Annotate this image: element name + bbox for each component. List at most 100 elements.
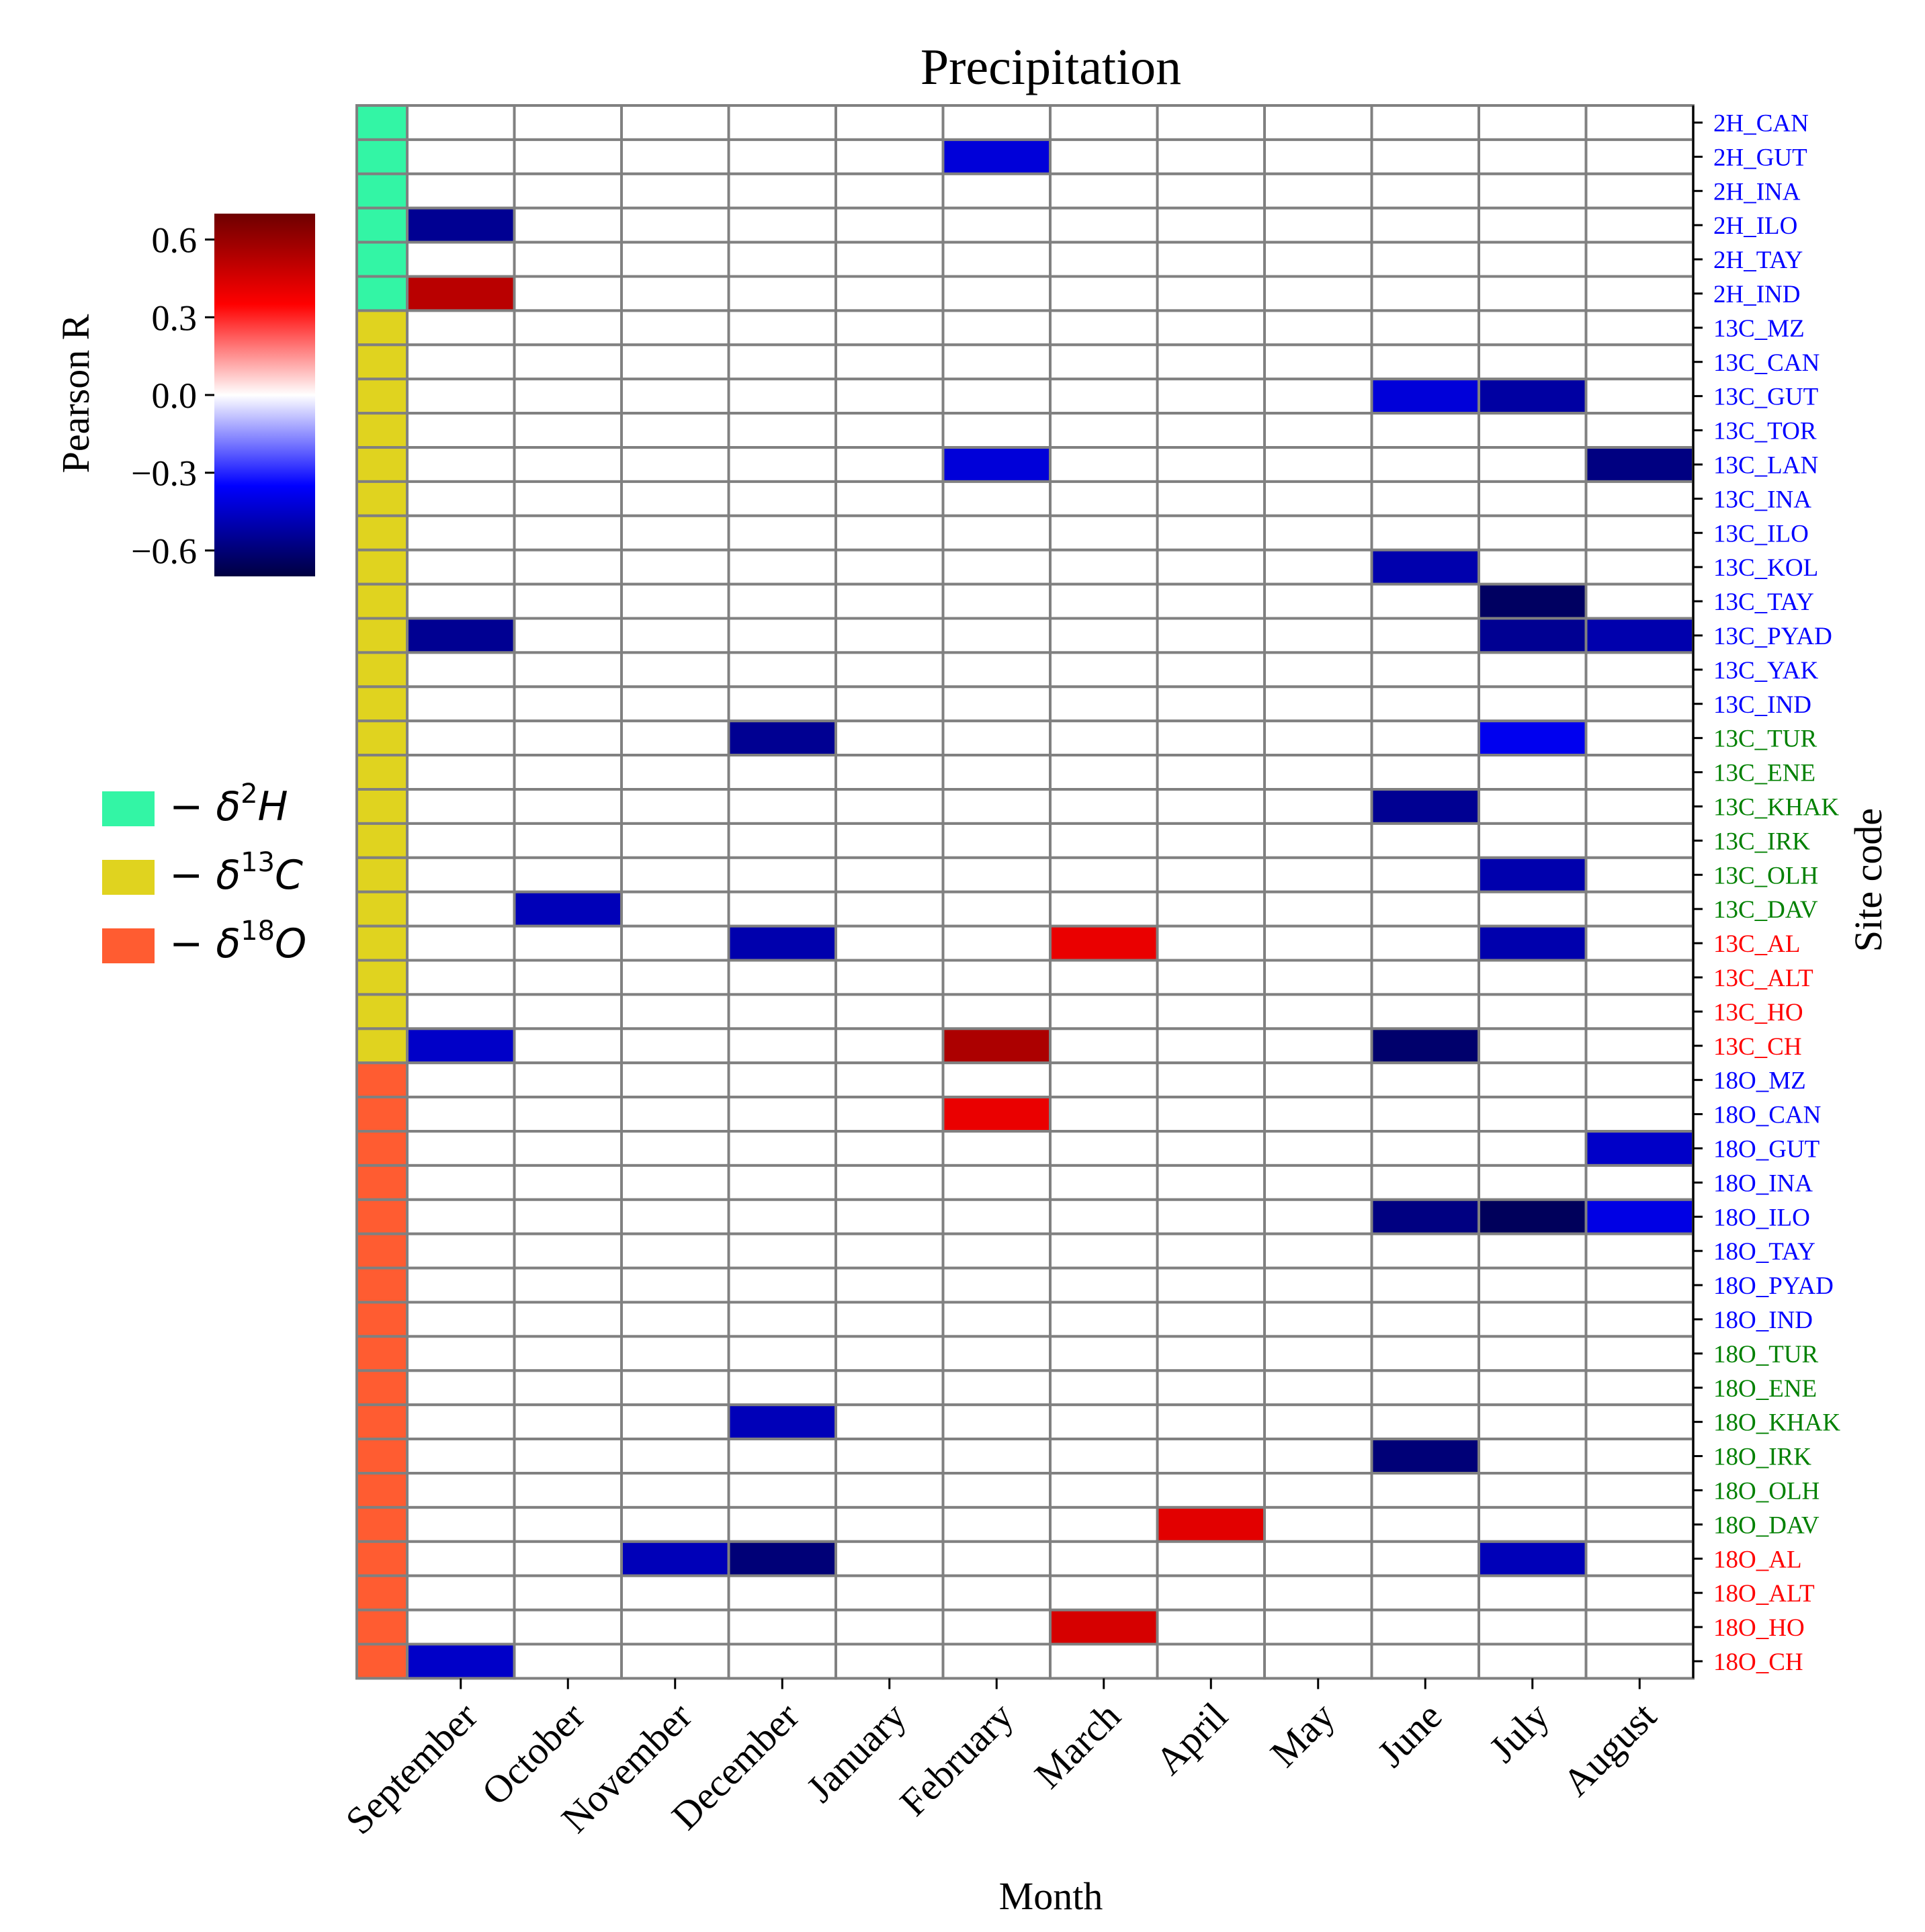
heatmap-cell bbox=[513, 822, 623, 859]
y-tick-label: 13C_DAV bbox=[1713, 896, 1818, 924]
heatmap-cell bbox=[406, 1642, 516, 1680]
heatmap-cell bbox=[941, 993, 1052, 1030]
group-strip-cell bbox=[355, 719, 409, 757]
heatmap-cell bbox=[1370, 104, 1480, 141]
heatmap-cell bbox=[835, 651, 945, 689]
x-tick-label: August bbox=[1554, 1694, 1664, 1804]
heatmap-cell bbox=[620, 1301, 730, 1338]
heatmap-cell bbox=[1478, 1505, 1588, 1543]
heatmap-cell bbox=[835, 1232, 945, 1270]
heatmap-cell bbox=[1156, 685, 1266, 723]
heatmap-cell bbox=[727, 582, 837, 620]
heatmap-cell bbox=[727, 514, 837, 552]
heatmap-cell bbox=[835, 719, 945, 757]
heatmap-cell bbox=[727, 1438, 837, 1475]
heatmap-cell bbox=[1584, 548, 1695, 586]
heatmap-cell bbox=[1156, 446, 1266, 483]
heatmap-cell bbox=[1370, 754, 1480, 791]
x-tick-label: September bbox=[337, 1694, 486, 1843]
heatmap-cell bbox=[513, 1540, 623, 1577]
heatmap-cell bbox=[1263, 1472, 1373, 1509]
heatmap-cell bbox=[1156, 822, 1266, 859]
heatmap-cell bbox=[1478, 412, 1588, 449]
heatmap-cell bbox=[1263, 548, 1373, 586]
heatmap-cell bbox=[1156, 856, 1266, 893]
heatmap-cell bbox=[941, 890, 1052, 928]
heatmap-cell bbox=[941, 240, 1052, 278]
heatmap-cell bbox=[1156, 1232, 1266, 1270]
heatmap-cell bbox=[620, 1505, 730, 1543]
heatmap-cell bbox=[941, 1266, 1052, 1304]
heatmap-cell bbox=[620, 240, 730, 278]
group-strip-cell bbox=[355, 446, 409, 483]
heatmap-cell bbox=[406, 1472, 516, 1509]
heatmap-cell bbox=[513, 240, 623, 278]
heatmap-cell bbox=[513, 788, 623, 825]
heatmap-cell bbox=[1049, 822, 1159, 859]
heatmap-cell bbox=[1049, 1608, 1159, 1646]
heatmap-cell bbox=[1263, 617, 1373, 654]
heatmap-cell bbox=[835, 514, 945, 552]
heatmap-cell bbox=[1263, 1027, 1373, 1065]
heatmap-cell bbox=[620, 754, 730, 791]
heatmap-cell bbox=[1478, 890, 1588, 928]
heatmap-cell bbox=[1156, 343, 1266, 381]
heatmap-cell bbox=[1584, 309, 1695, 347]
heatmap-cell bbox=[406, 378, 516, 415]
group-strip-cell bbox=[355, 582, 409, 620]
heatmap-cell bbox=[727, 1061, 837, 1099]
heatmap-cell bbox=[406, 719, 516, 757]
heatmap-cell bbox=[1478, 206, 1588, 244]
heatmap-cell bbox=[620, 1163, 730, 1201]
heatmap-cell bbox=[1156, 240, 1266, 278]
heatmap-cell bbox=[1263, 788, 1373, 825]
heatmap-cell bbox=[620, 993, 730, 1030]
heatmap-cell bbox=[1584, 1198, 1695, 1235]
heatmap-cell bbox=[406, 1335, 516, 1372]
heatmap-cell bbox=[620, 1574, 730, 1612]
group-strip-cell bbox=[355, 1061, 409, 1099]
heatmap-cell bbox=[513, 104, 623, 141]
heatmap-cell bbox=[620, 1472, 730, 1509]
heatmap-cell bbox=[941, 514, 1052, 552]
heatmap-cell bbox=[1370, 924, 1480, 962]
heatmap-cell bbox=[727, 1608, 837, 1646]
heatmap-cell bbox=[1156, 890, 1266, 928]
heatmap-cell bbox=[727, 719, 837, 757]
heatmap-cell bbox=[1584, 822, 1695, 859]
heatmap-cell bbox=[406, 548, 516, 586]
heatmap-cell bbox=[620, 343, 730, 381]
group-strip-cell bbox=[355, 754, 409, 791]
heatmap-cell bbox=[727, 754, 837, 791]
heatmap-cell bbox=[620, 582, 730, 620]
heatmap-cell bbox=[513, 1096, 623, 1133]
group-strip-cell bbox=[355, 1027, 409, 1065]
heatmap-cell bbox=[941, 1369, 1052, 1407]
group-strip-cell bbox=[355, 412, 409, 449]
heatmap-cell bbox=[941, 1403, 1052, 1441]
heatmap-cell bbox=[727, 1027, 837, 1065]
heatmap-cell bbox=[727, 1369, 837, 1407]
y-tick-label: 13C_IND bbox=[1713, 691, 1811, 719]
heatmap-cell bbox=[1584, 1505, 1695, 1543]
y-tick-label: 18O_PYAD bbox=[1713, 1272, 1834, 1300]
heatmap-cell bbox=[513, 548, 623, 586]
heatmap-cell bbox=[1478, 480, 1588, 517]
heatmap-cell bbox=[620, 1198, 730, 1235]
colorbar-tick-label: 0.0 bbox=[152, 376, 198, 416]
heatmap-cell bbox=[513, 754, 623, 791]
group-strip-cell bbox=[355, 1403, 409, 1441]
heatmap-cell bbox=[406, 959, 516, 996]
y-tick-label: 18O_ENE bbox=[1713, 1375, 1817, 1403]
group-strip-cell bbox=[355, 1266, 409, 1304]
heatmap-cell bbox=[1156, 788, 1266, 825]
group-strip-cell bbox=[355, 1130, 409, 1167]
heatmap-cell bbox=[620, 309, 730, 347]
heatmap-cell bbox=[1478, 343, 1588, 381]
heatmap-cell bbox=[620, 719, 730, 757]
heatmap-cell bbox=[406, 651, 516, 689]
heatmap-cell bbox=[1263, 822, 1373, 859]
heatmap-cell bbox=[835, 172, 945, 210]
colorbar-tick-label: 0.3 bbox=[152, 298, 198, 338]
heatmap-cell bbox=[941, 856, 1052, 893]
